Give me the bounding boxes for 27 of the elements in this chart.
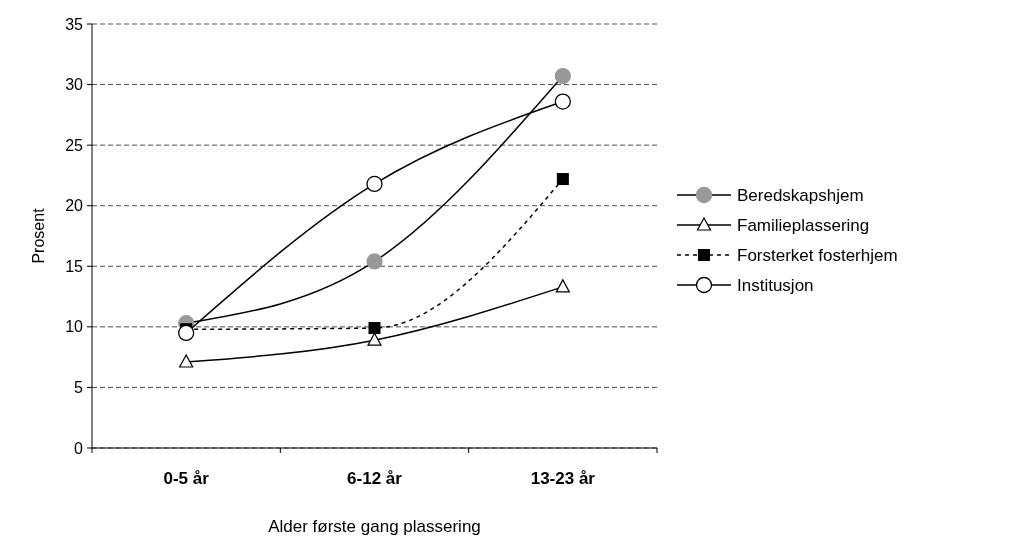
- legend-label: Beredskapshjem: [737, 185, 864, 205]
- y-tick-label: 0: [74, 439, 84, 457]
- y-tick-label: 20: [65, 197, 84, 215]
- point: [367, 332, 382, 346]
- point: [554, 67, 571, 85]
- y-tick-label: 35: [65, 15, 84, 33]
- legend-label: Institusjon: [737, 275, 814, 295]
- point: [366, 253, 383, 270]
- point: [554, 93, 571, 110]
- x-axis-title: Alder første gang plassering: [268, 517, 481, 536]
- x-tick-label: 6-12 år: [347, 469, 403, 488]
- x-tick-label: 13-23 år: [530, 469, 596, 488]
- point: [555, 279, 570, 293]
- y-axis-title: Prosent: [30, 207, 47, 264]
- x-tick-label: 0-5 år: [163, 469, 210, 488]
- point: [179, 354, 194, 368]
- point: [178, 324, 195, 342]
- point: [368, 322, 381, 335]
- legend-label: Familieplassering: [737, 215, 870, 235]
- point: [556, 173, 569, 186]
- point: [366, 175, 383, 193]
- y-tick-label: 25: [65, 136, 84, 154]
- y-tick-label: 30: [65, 76, 84, 94]
- y-tick-label: 5: [74, 379, 84, 397]
- y-tick-label: 10: [65, 318, 84, 336]
- legend-label: Forsterket fosterhjem: [737, 245, 898, 265]
- y-tick-label: 15: [65, 257, 84, 275]
